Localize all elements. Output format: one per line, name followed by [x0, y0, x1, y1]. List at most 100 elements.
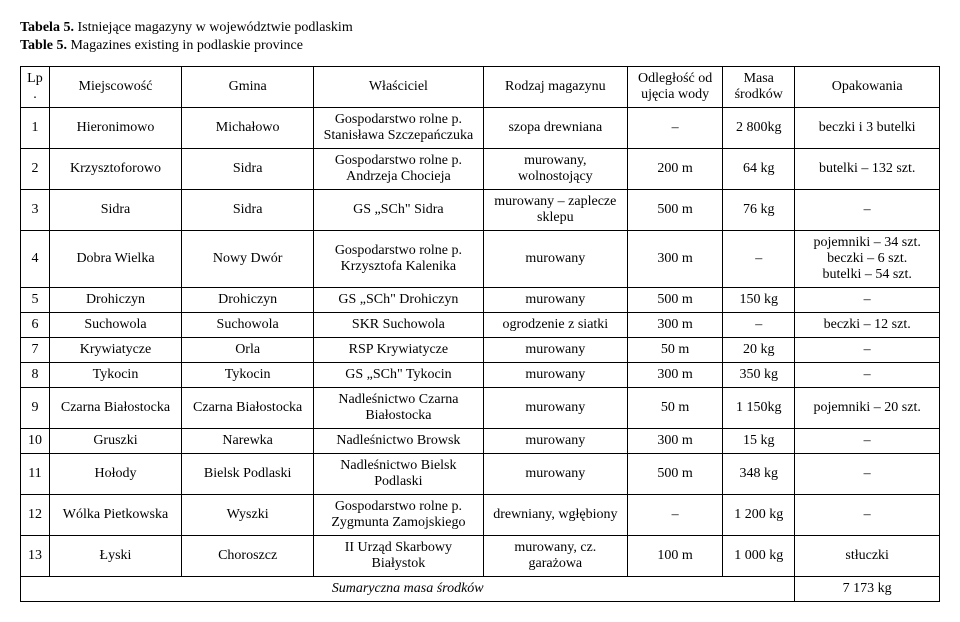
- col-header-miejscowosc: Miejscowość: [49, 67, 181, 108]
- cell-rodzaj: murowany: [483, 363, 628, 388]
- cell-odleglosc: 50 m: [628, 388, 723, 429]
- cell-miejscowosc: Krywiatycze: [49, 338, 181, 363]
- cell-masa: 15 kg: [723, 429, 795, 454]
- cell-lp: 5: [21, 288, 50, 313]
- cell-opakowania: –: [795, 338, 940, 363]
- cell-lp: 1: [21, 108, 50, 149]
- col-header-odleglosc: Odległość od ujęcia wody: [628, 67, 723, 108]
- col-header-gmina: Gmina: [182, 67, 314, 108]
- col-header-rodzaj: Rodzaj magazynu: [483, 67, 628, 108]
- cell-opakowania: –: [795, 429, 940, 454]
- caption-pl: Tabela 5. Istniejące magazyny w wojewódz…: [20, 20, 940, 36]
- cell-miejscowosc: Sidra: [49, 190, 181, 231]
- cell-gmina: Suchowola: [182, 313, 314, 338]
- col-header-lp: Lp.: [21, 67, 50, 108]
- cell-opakowania: beczki i 3 butelki: [795, 108, 940, 149]
- table-row: 3SidraSidraGS „SCh" Sidramurowany – zapl…: [21, 190, 940, 231]
- cell-odleglosc: 300 m: [628, 231, 723, 288]
- cell-rodzaj: szopa drewniana: [483, 108, 628, 149]
- cell-odleglosc: 300 m: [628, 313, 723, 338]
- cell-gmina: Wyszki: [182, 495, 314, 536]
- table-row: 5DrohiczynDrohiczynGS „SCh" Drohiczynmur…: [21, 288, 940, 313]
- cell-lp: 6: [21, 313, 50, 338]
- table-row: 13ŁyskiChoroszczII Urząd Skarbowy Białys…: [21, 536, 940, 577]
- cell-odleglosc: 50 m: [628, 338, 723, 363]
- cell-odleglosc: 200 m: [628, 149, 723, 190]
- cell-masa: 348 kg: [723, 454, 795, 495]
- cell-wlasciciel: Nadleśnictwo Czarna Białostocka: [314, 388, 483, 429]
- cell-opakowania: –: [795, 288, 940, 313]
- cell-gmina: Orla: [182, 338, 314, 363]
- cell-lp: 8: [21, 363, 50, 388]
- cell-wlasciciel: Gospodarstwo rolne p. Andrzeja Chocieja: [314, 149, 483, 190]
- cell-rodzaj: murowany – zaplecze sklepu: [483, 190, 628, 231]
- cell-miejscowosc: Łyski: [49, 536, 181, 577]
- cell-lp: 13: [21, 536, 50, 577]
- cell-miejscowosc: Dobra Wielka: [49, 231, 181, 288]
- cell-opakowania: –: [795, 495, 940, 536]
- cell-rodzaj: drewniany, wgłębiony: [483, 495, 628, 536]
- cell-masa: –: [723, 231, 795, 288]
- cell-gmina: Michałowo: [182, 108, 314, 149]
- col-header-wlasciciel: Właściciel: [314, 67, 483, 108]
- cell-lp: 4: [21, 231, 50, 288]
- cell-masa: 76 kg: [723, 190, 795, 231]
- cell-lp: 9: [21, 388, 50, 429]
- cell-rodzaj: murowany: [483, 454, 628, 495]
- table-row: 11HołodyBielsk PodlaskiNadleśnictwo Biel…: [21, 454, 940, 495]
- col-header-masa: Masa środków: [723, 67, 795, 108]
- cell-miejscowosc: Wólka Pietkowska: [49, 495, 181, 536]
- cell-opakowania: butelki – 132 szt.: [795, 149, 940, 190]
- cell-wlasciciel: Gospodarstwo rolne p. Krzysztofa Kalenik…: [314, 231, 483, 288]
- cell-miejscowosc: Hołody: [49, 454, 181, 495]
- cell-opakowania: –: [795, 190, 940, 231]
- cell-lp: 7: [21, 338, 50, 363]
- cell-rodzaj: murowany: [483, 231, 628, 288]
- cell-gmina: Choroszcz: [182, 536, 314, 577]
- cell-wlasciciel: II Urząd Skarbowy Białystok: [314, 536, 483, 577]
- cell-odleglosc: 100 m: [628, 536, 723, 577]
- magazines-table: Lp. Miejscowość Gmina Właściciel Rodzaj …: [20, 66, 940, 602]
- table-row: 9Czarna BiałostockaCzarna BiałostockaNad…: [21, 388, 940, 429]
- table-body: 1HieronimowoMichałowoGospodarstwo rolne …: [21, 108, 940, 577]
- table-row: 8TykocinTykocinGS „SCh" Tykocinmurowany3…: [21, 363, 940, 388]
- cell-masa: 64 kg: [723, 149, 795, 190]
- caption-en-bold: Table 5.: [20, 38, 67, 53]
- cell-wlasciciel: Gospodarstwo rolne p. Zygmunta Zamojskie…: [314, 495, 483, 536]
- cell-masa: –: [723, 313, 795, 338]
- table-header-row: Lp. Miejscowość Gmina Właściciel Rodzaj …: [21, 67, 940, 108]
- table-row: 6SuchowolaSuchowolaSKR Suchowolaogrodzen…: [21, 313, 940, 338]
- col-header-opakowania: Opakowania: [795, 67, 940, 108]
- cell-opakowania: beczki – 12 szt.: [795, 313, 940, 338]
- cell-odleglosc: 300 m: [628, 429, 723, 454]
- table-row: 12Wólka PietkowskaWyszkiGospodarstwo rol…: [21, 495, 940, 536]
- cell-masa: 20 kg: [723, 338, 795, 363]
- cell-masa: 1 000 kg: [723, 536, 795, 577]
- cell-lp: 10: [21, 429, 50, 454]
- cell-gmina: Tykocin: [182, 363, 314, 388]
- cell-masa: 2 800kg: [723, 108, 795, 149]
- table-row: 4Dobra WielkaNowy DwórGospodarstwo rolne…: [21, 231, 940, 288]
- summary-label: Sumaryczna masa środków: [21, 577, 795, 602]
- cell-odleglosc: –: [628, 108, 723, 149]
- cell-odleglosc: 500 m: [628, 454, 723, 495]
- cell-gmina: Narewka: [182, 429, 314, 454]
- table-row: 7KrywiatyczeOrlaRSP Krywiatyczemurowany5…: [21, 338, 940, 363]
- cell-lp: 12: [21, 495, 50, 536]
- cell-rodzaj: murowany, cz. garażowa: [483, 536, 628, 577]
- cell-wlasciciel: Nadleśnictwo Bielsk Podlaski: [314, 454, 483, 495]
- cell-odleglosc: 500 m: [628, 288, 723, 313]
- cell-odleglosc: 500 m: [628, 190, 723, 231]
- cell-wlasciciel: Gospodarstwo rolne p. Stanisława Szczepa…: [314, 108, 483, 149]
- cell-opakowania: pojemniki – 34 szt.beczki – 6 szt.butelk…: [795, 231, 940, 288]
- summary-value: 7 173 kg: [795, 577, 940, 602]
- cell-odleglosc: 300 m: [628, 363, 723, 388]
- cell-lp: 2: [21, 149, 50, 190]
- caption-en: Table 5. Magazines existing in podlaskie…: [20, 38, 940, 54]
- cell-rodzaj: murowany: [483, 288, 628, 313]
- cell-miejscowosc: Tykocin: [49, 363, 181, 388]
- cell-masa: 1 200 kg: [723, 495, 795, 536]
- cell-miejscowosc: Krzysztoforowo: [49, 149, 181, 190]
- cell-opakowania: –: [795, 454, 940, 495]
- caption-pl-bold: Tabela 5.: [20, 20, 74, 35]
